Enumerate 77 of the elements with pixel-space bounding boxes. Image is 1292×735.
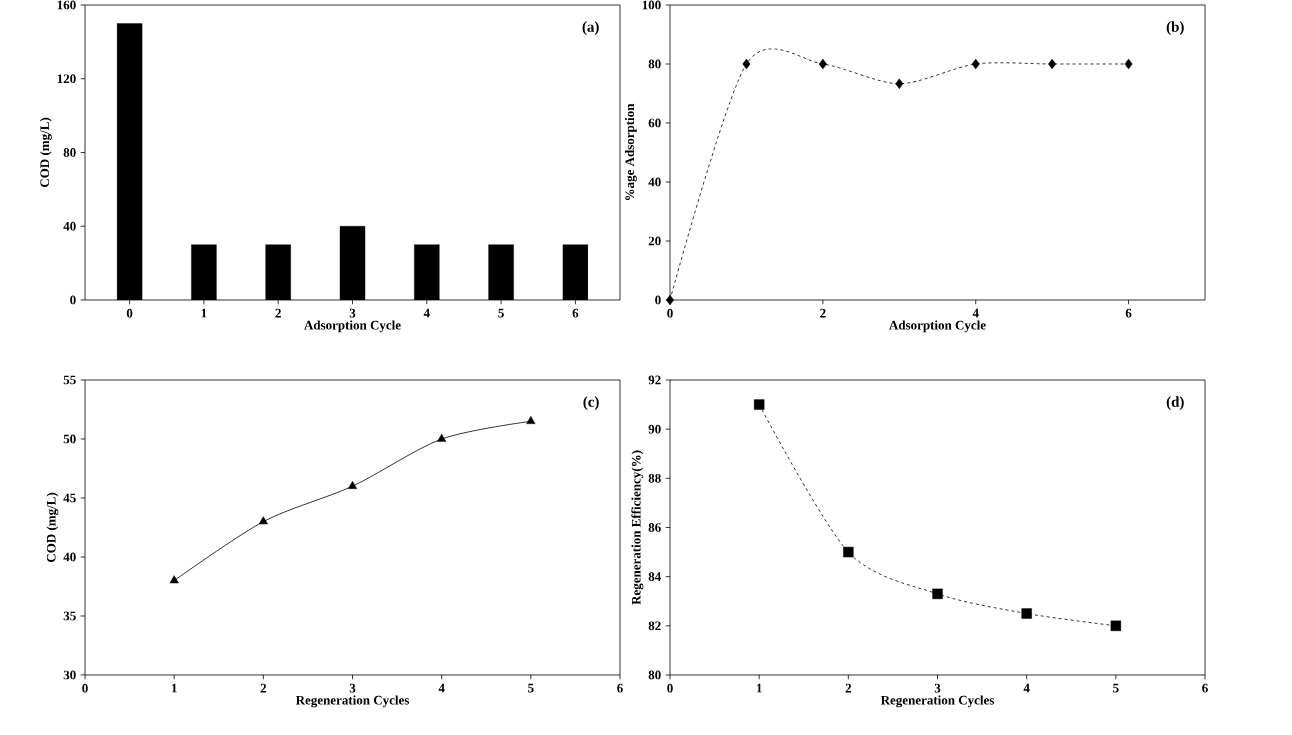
point — [258, 516, 268, 525]
x-tick-label: 4 — [972, 308, 979, 318]
y-tick-label: 100 — [642, 0, 661, 10]
x-tick-label: 0 — [667, 308, 673, 318]
x-tick-label: 5 — [528, 683, 534, 693]
x-tick-label: 5 — [498, 308, 504, 318]
y-tick-label: 40 — [648, 177, 661, 187]
y-tick-label: 20 — [648, 236, 661, 246]
y-tick-label: 40 — [63, 221, 76, 231]
x-tick-label: 4 — [438, 683, 445, 693]
x-tick-label: 0 — [667, 683, 673, 693]
y-tick-label: 92 — [648, 375, 661, 385]
y-tick-label: 40 — [63, 552, 76, 562]
x-tick-label: 1 — [201, 308, 207, 318]
y-axis-title: Regeneration Efficiency(%) — [631, 450, 644, 605]
y-axis-title: %age Adsorption — [624, 103, 637, 201]
x-tick-label: 1 — [171, 683, 177, 693]
x-axis-title: Adsorption Cycle — [304, 320, 401, 333]
x-axis-title: Adsorption Cycle — [889, 320, 986, 333]
y-tick-label: 86 — [648, 523, 661, 532]
y-tick-label: 80 — [648, 59, 661, 69]
x-tick-label: 6 — [617, 683, 623, 693]
point — [895, 78, 904, 89]
x-tick-label: 6 — [572, 308, 579, 318]
y-tick-label: 55 — [63, 375, 76, 385]
x-tick-label: 5 — [1113, 683, 1119, 693]
point — [1124, 58, 1133, 70]
y-tick-label: 80 — [63, 148, 76, 157]
y-axis-title: COD (mg/L) — [46, 492, 59, 563]
y-tick-label: 60 — [648, 118, 661, 128]
point — [437, 433, 447, 442]
y-tick-label: 35 — [63, 611, 76, 621]
x-tick-label: 1 — [756, 683, 762, 693]
x-tick-label: 3 — [934, 683, 941, 693]
y-tick-label: 45 — [63, 493, 76, 503]
x-tick-label: 2 — [260, 683, 267, 693]
y-tick-label: 82 — [648, 621, 661, 631]
y-tick-label: 160 — [57, 0, 76, 10]
y-tick-label: 30 — [63, 670, 76, 680]
x-axis-title: Regeneration Cycles — [880, 695, 995, 708]
point — [1021, 608, 1032, 619]
point — [526, 416, 536, 424]
y-tick-label: 84 — [648, 572, 661, 582]
x-tick-label: 2 — [820, 308, 826, 318]
point — [818, 58, 827, 70]
point — [1110, 620, 1122, 632]
annotation: (a) — [582, 21, 599, 35]
y-axis-title: COD (mg/L) — [39, 117, 52, 188]
y-tick-label: 0 — [655, 295, 661, 305]
y-tick-label: 80 — [648, 670, 661, 680]
x-tick-label: 0 — [126, 308, 133, 318]
annotation: (b) — [1166, 21, 1184, 35]
x-tick-label: 3 — [349, 683, 356, 693]
point — [753, 399, 765, 410]
point — [971, 58, 980, 70]
x-tick-label: 2 — [845, 683, 852, 693]
x-tick-label: 4 — [423, 308, 430, 318]
point — [843, 546, 854, 558]
y-tick-label: 90 — [648, 424, 661, 434]
x-tick-label: 0 — [82, 683, 88, 693]
point — [1048, 58, 1057, 70]
x-axis-title: Regeneration Cycles — [295, 695, 410, 708]
y-tick-label: 88 — [648, 473, 661, 483]
x-tick-label: 3 — [349, 308, 356, 318]
x-tick-label: 4 — [1023, 683, 1030, 693]
y-tick-label: 0 — [70, 295, 76, 305]
x-tick-label: 2 — [275, 308, 281, 318]
annotation: (c) — [583, 396, 599, 410]
x-tick-label: 6 — [1202, 683, 1208, 693]
point — [347, 480, 358, 489]
point — [932, 588, 943, 600]
annotation: (d) — [1166, 396, 1184, 410]
x-tick-label: 6 — [1125, 308, 1132, 318]
y-tick-label: 120 — [57, 74, 76, 84]
y-tick-label: 50 — [63, 434, 76, 444]
point — [742, 58, 751, 70]
point — [169, 575, 179, 584]
